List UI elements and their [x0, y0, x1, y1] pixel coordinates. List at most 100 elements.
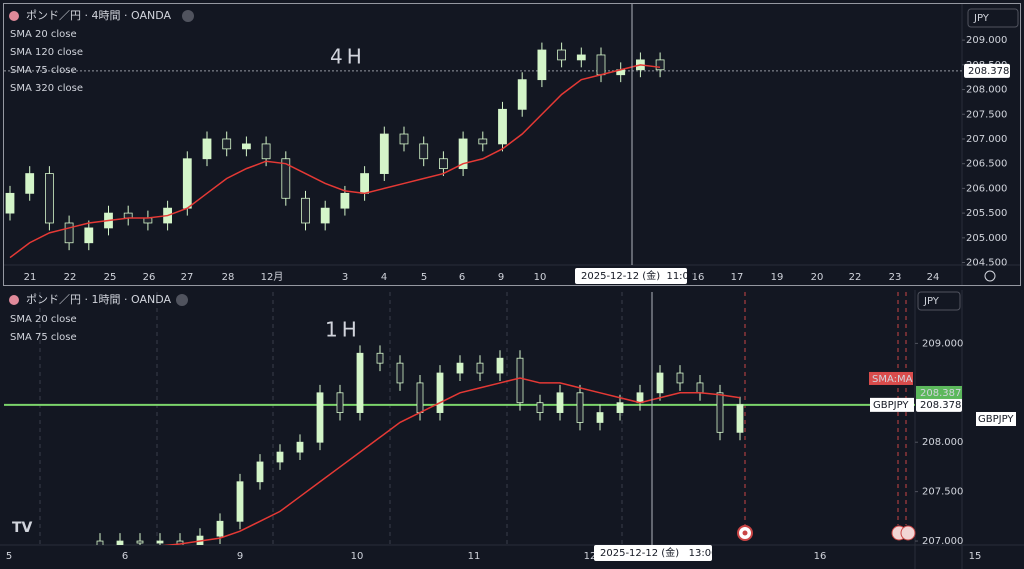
candle-body — [320, 207, 330, 224]
symbol-icon — [9, 295, 19, 305]
y-tick-label: 208.000 — [922, 437, 963, 448]
candle-body — [156, 540, 164, 544]
y-tick-label: 206.000 — [966, 183, 1007, 194]
currency-label: JPY — [973, 13, 990, 24]
event-icon[interactable] — [900, 525, 916, 541]
x-tick-label: 9 — [498, 272, 504, 283]
candle-body — [537, 49, 547, 81]
x-tick-label: 15 — [969, 551, 982, 562]
x-tick-label: 12月 — [261, 271, 284, 283]
candle-body — [202, 138, 212, 160]
session-lines — [744, 292, 907, 525]
sma-name-tag — [869, 371, 913, 385]
symbol-tag-label: GBPJPY — [978, 414, 1014, 425]
symbol-tag-label: GBPJPY — [873, 400, 909, 411]
candle-body — [379, 133, 389, 174]
currency-label: JPY — [923, 296, 940, 307]
candle-body — [676, 372, 684, 384]
candle-body — [438, 158, 448, 170]
collapse-button[interactable] — [182, 10, 194, 22]
symbol-tag — [976, 412, 1016, 426]
candle-body — [45, 173, 54, 224]
legend-entry: SMA 75 close — [10, 332, 77, 343]
x-tick-label: 11 — [468, 551, 481, 562]
candle-body — [136, 540, 144, 544]
candle-body — [182, 158, 192, 209]
day-separators — [39, 292, 623, 545]
x-tick-label: 26 — [143, 272, 156, 283]
panel-title: ポンド／円 · 4時間 · OANDA — [26, 9, 171, 22]
legend-entry: SMA 20 close — [10, 314, 77, 325]
y-tick-label: 207.000 — [922, 536, 963, 547]
x-tick-label: 27 — [181, 272, 194, 283]
x-tick-label: 5 — [421, 272, 427, 283]
candle-body — [261, 143, 271, 160]
panel-border — [3, 3, 1021, 286]
price-tag — [964, 63, 1010, 78]
candle-body — [281, 158, 291, 199]
candle-body — [256, 461, 264, 483]
price-tag — [916, 397, 962, 412]
candle-body — [84, 227, 94, 244]
legend-entry: SMA 120 close — [10, 47, 83, 58]
candle-body — [25, 173, 35, 194]
candle-body — [655, 59, 665, 71]
candle-body — [5, 192, 15, 214]
candle-body — [222, 138, 232, 150]
symbol-icon — [9, 11, 19, 21]
candle-body — [616, 402, 624, 413]
symbol-tag — [870, 397, 914, 412]
candle-body — [64, 222, 74, 244]
logo: TV — [12, 520, 33, 536]
candle-body — [557, 49, 566, 61]
x-tick-label: 10 — [534, 272, 547, 283]
sma-tag-label: 208.387 — [920, 388, 961, 399]
crosshair-date-tag — [575, 268, 687, 284]
y-tick-label: 205.500 — [966, 208, 1007, 219]
currency-button[interactable] — [967, 8, 1019, 28]
crosshair-date-tag — [594, 545, 712, 561]
candle-body — [736, 404, 744, 433]
candle-body — [276, 451, 284, 463]
legend-entry: SMA 75 close — [10, 65, 77, 76]
x-tick-label: 23 — [889, 272, 902, 283]
currency-button[interactable] — [917, 291, 961, 311]
y-tick-label: 205.000 — [966, 233, 1007, 244]
y-tick-label: 209.000 — [966, 35, 1007, 46]
candle-body — [360, 173, 370, 194]
x-tick-label: 16 — [814, 551, 827, 562]
event-icon-dot — [742, 530, 748, 536]
candle-body — [496, 357, 504, 374]
timeframe-annotation: 4H — [330, 45, 366, 69]
candle-body — [296, 441, 304, 453]
y-tick-label: 207.500 — [966, 109, 1007, 120]
candle-body — [716, 392, 724, 433]
x-tick-label: 3 — [342, 272, 348, 283]
x-tick-label: 28 — [222, 272, 235, 283]
x-tick-label: 19 — [771, 272, 784, 283]
candle-body — [416, 382, 424, 413]
candle-body — [436, 372, 444, 413]
x-tick-label: 22 — [64, 272, 77, 283]
candle-body — [556, 392, 564, 413]
x-tick-label: 25 — [104, 272, 117, 283]
candle-body — [216, 520, 224, 537]
x-tick-label: 20 — [811, 272, 824, 283]
candle-body — [576, 392, 584, 423]
price-tag-label: 208.378 — [920, 400, 961, 411]
collapse-button[interactable] — [176, 294, 188, 306]
x-tick-label: 4 — [381, 272, 387, 283]
settings-icon[interactable] — [984, 270, 996, 282]
crosshairs — [631, 4, 653, 545]
candle-body — [376, 352, 384, 364]
candle-body — [396, 362, 404, 384]
candle-body — [336, 392, 344, 413]
y-tick-label: 209.000 — [922, 338, 963, 349]
candle-body — [116, 540, 124, 545]
x-tick-label: 9 — [237, 551, 243, 562]
x-tick-label: 17 — [731, 272, 744, 283]
candle-body — [236, 481, 244, 522]
candle-body — [241, 143, 251, 150]
candle-body — [476, 362, 484, 374]
